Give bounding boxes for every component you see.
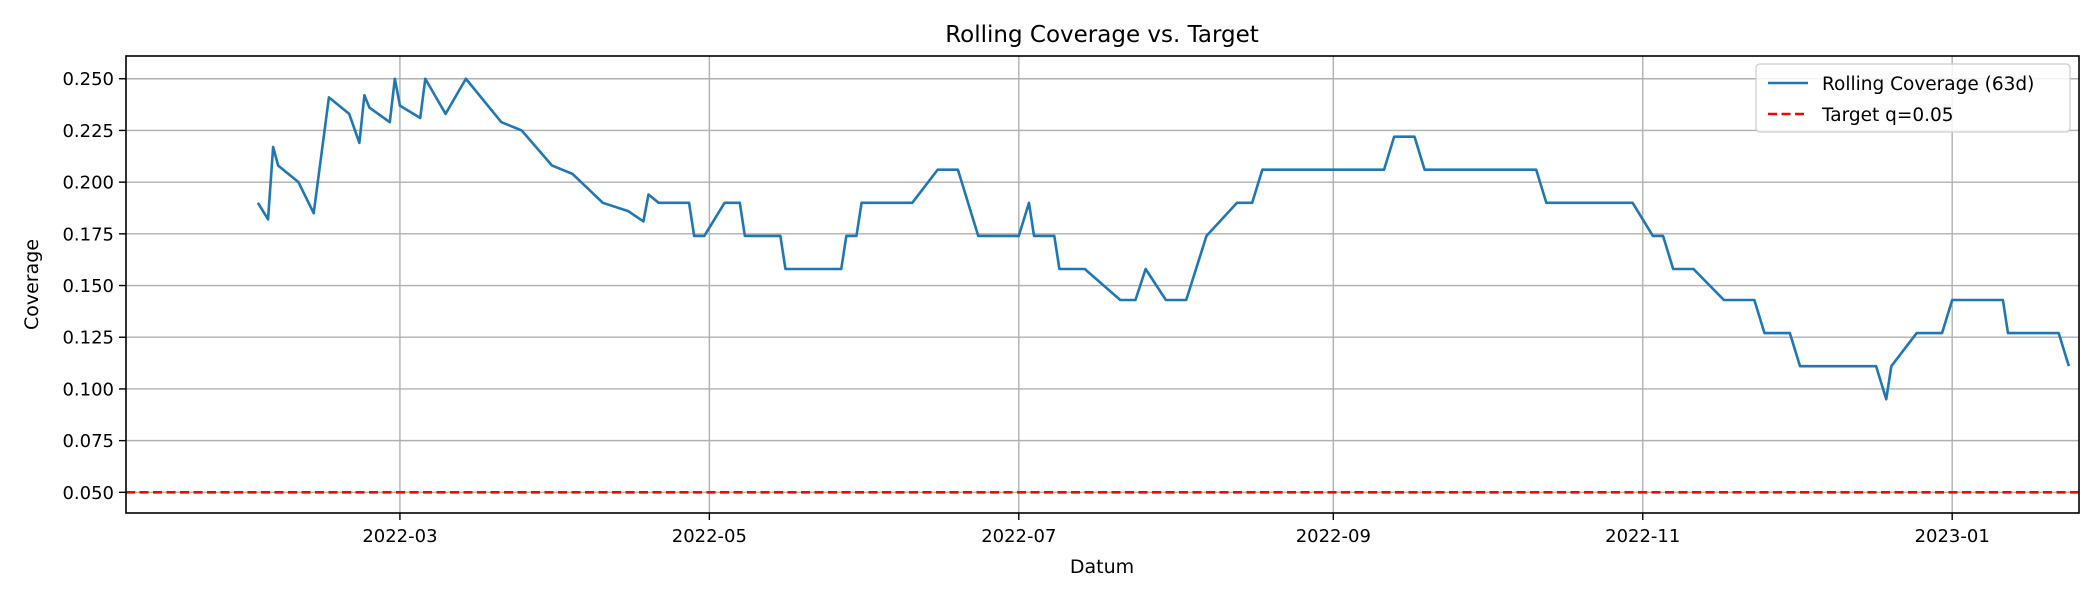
y-tick-label: 0.125 xyxy=(62,328,114,349)
y-tick-label: 0.250 xyxy=(62,69,114,90)
chart-title: Rolling Coverage vs. Target xyxy=(945,22,1259,48)
x-tick-label: 2022-07 xyxy=(981,526,1056,547)
series-line-rolling-coverage xyxy=(256,77,2071,401)
y-tick-label: 0.200 xyxy=(62,173,114,194)
y-tick-label: 0.075 xyxy=(62,431,114,452)
legend-label-rolling-coverage: Rolling Coverage (63d) xyxy=(1822,74,2034,95)
x-tick-label: 2022-11 xyxy=(1605,526,1680,547)
y-tick-label: 0.225 xyxy=(62,121,114,142)
legend: Rolling Coverage (63d) Target q=0.05 xyxy=(1755,63,2071,133)
y-axis-label: Coverage xyxy=(21,239,43,330)
y-tick-label: 0.050 xyxy=(62,483,114,504)
y-tick-label: 0.100 xyxy=(62,379,114,400)
x-axis-label: Datum xyxy=(1070,556,1134,578)
x-tick-label: 2022-05 xyxy=(672,526,747,547)
x-tick-label: 2022-09 xyxy=(1296,526,1371,547)
series-layer xyxy=(126,77,2079,494)
x-tick-label: 2023-01 xyxy=(1915,526,1990,547)
y-tick-label: 0.150 xyxy=(62,276,114,297)
x-tick-label: 2022-03 xyxy=(362,526,437,547)
ticks: 2022-03 2022-05 2022-07 2022-09 2022-11 2023-… xyxy=(62,69,1989,547)
legend-frame xyxy=(1755,63,2071,133)
plot-frame xyxy=(125,55,2080,514)
y-tick-label: 0.175 xyxy=(62,224,114,245)
legend-label-target: Target q=0.05 xyxy=(1821,105,1954,126)
